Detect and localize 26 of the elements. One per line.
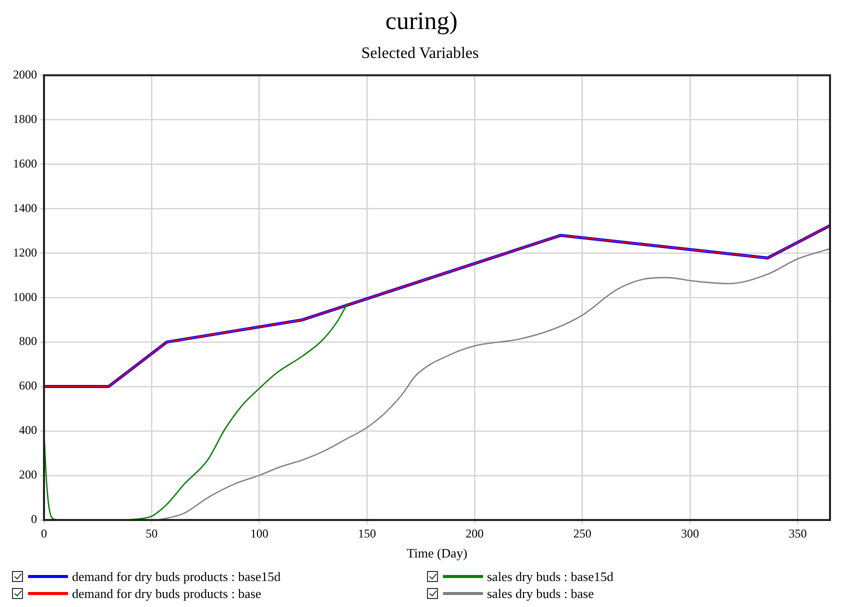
y-tick-label: 1400 xyxy=(13,200,37,215)
x-tick-label: 200 xyxy=(466,526,484,540)
y-tick-label: 1800 xyxy=(13,112,37,126)
y-tick-label: 1200 xyxy=(13,245,37,260)
y-tick-label: 0 xyxy=(31,512,37,526)
y-tick-label: 200 xyxy=(19,468,37,482)
y-tick-label: 2000 xyxy=(13,67,37,82)
x-tick-label: 300 xyxy=(681,526,700,540)
x-tick-label: 150 xyxy=(358,526,376,540)
y-tick-label: 400 xyxy=(19,423,37,438)
x-tick-label: 250 xyxy=(573,526,592,540)
y-tick-label: 600 xyxy=(19,378,37,393)
x-tick-label: 0 xyxy=(41,526,47,540)
legend-label: sales dry buds : base xyxy=(487,585,594,602)
legend-label: demand for dry buds products : base15d xyxy=(72,568,281,585)
legend-label: sales dry buds : base15d xyxy=(487,568,614,585)
chart-title: Selected Variables xyxy=(361,44,479,62)
y-tick-label: 1600 xyxy=(13,156,37,170)
x-axis-title: Time (Day) xyxy=(406,546,468,561)
x-tick-label: 50 xyxy=(146,526,158,540)
legend-label: demand for dry buds products : base xyxy=(72,585,262,602)
x-tick-label: 350 xyxy=(788,526,807,540)
text: curing) xyxy=(384,7,459,37)
x-tick-label: 100 xyxy=(250,526,268,540)
y-tick-label: 800 xyxy=(19,334,37,348)
y-tick-label: 1000 xyxy=(13,290,37,304)
